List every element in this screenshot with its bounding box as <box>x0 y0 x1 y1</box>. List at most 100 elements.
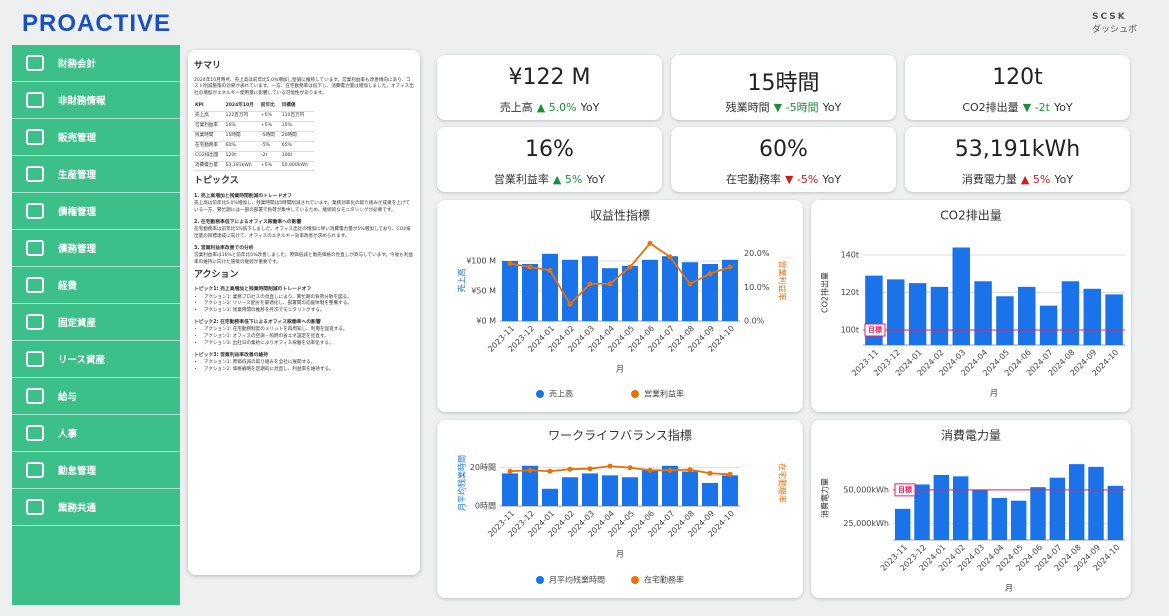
table-cell: 在宅勤務率 <box>194 141 225 152</box>
bar <box>642 469 658 506</box>
menu-item[interactable]: 勤怠管理 <box>12 452 180 489</box>
table-cell: 残業時間 <box>194 131 225 142</box>
line-point <box>647 467 653 473</box>
menu-label: 勤怠管理 <box>58 466 97 477</box>
table-cell: 20時間 <box>280 131 314 142</box>
line-point <box>707 470 713 476</box>
action-list: アクション1: 業務プロセスの見直しにより、繁忙期の負荷分散を図る。アクション2… <box>194 295 414 316</box>
table-header-cell: 目標値 <box>280 102 314 113</box>
bar <box>952 476 969 540</box>
kpi-card: ¥122 M 売上高 ▲ 5.0% YoY <box>437 55 662 120</box>
menu-icon <box>26 388 44 404</box>
menu-label: 業務共通 <box>58 503 97 514</box>
bar <box>542 253 558 321</box>
kpi-suffix: YoY <box>822 173 842 186</box>
menu-item[interactable]: 人事 <box>12 415 180 452</box>
bar <box>1018 286 1036 345</box>
bar <box>914 484 930 540</box>
chart-card: 消費電力量 25,000kWh 50,000kWh 消費電力量 2023-11 2023-… <box>811 420 1131 598</box>
y-axis-label: 月平均残業時間 <box>457 455 467 511</box>
bar <box>1105 294 1123 345</box>
table-cell: -5時間 <box>259 131 281 142</box>
menu-icon <box>26 462 44 478</box>
logo: PROACTIVE <box>22 10 172 37</box>
line-point <box>687 467 693 473</box>
target-badge <box>864 323 886 337</box>
line-point <box>667 467 673 473</box>
menu-item[interactable]: 業務共通 <box>12 489 180 526</box>
y2-tick-label: 20.0% <box>744 249 770 258</box>
legend-marker <box>631 390 639 398</box>
topic-text: 在宅勤務率は前年比5%低下しました。オフィス出社の増加に伴い消費電力量が5%増加… <box>194 227 411 239</box>
table-row: 営業利益率 16% +5% 15% <box>194 121 314 132</box>
legend-label: 月平均残業時間 <box>549 575 605 585</box>
kpi-value: ¥122 M <box>508 65 591 90</box>
bar <box>933 474 950 540</box>
line-point <box>667 254 673 260</box>
menu-label: 販売管理 <box>58 133 97 144</box>
menu-item[interactable]: 財務会計 <box>12 45 180 82</box>
menu-item[interactable]: 債権管理 <box>12 193 180 230</box>
bar <box>642 259 658 321</box>
table-cell: 50,000kWh <box>280 161 314 172</box>
menu-icon <box>26 277 44 293</box>
x-axis-label: 月 <box>1005 584 1013 593</box>
y-tick-label: 100t <box>841 326 859 335</box>
y2-tick-label: 10.0% <box>744 283 770 292</box>
topic-heading: 3. 営業利益率改善での分析 <box>194 245 254 251</box>
y-tick-label: 25,000kWh <box>843 519 889 528</box>
menu-icon <box>26 351 44 367</box>
line-point <box>567 466 573 472</box>
legend-label: 営業利益率 <box>644 389 684 399</box>
action-heading: トピック1: 売上高増加と残業時間削減のトレードオフ <box>194 287 312 293</box>
bar <box>972 489 988 540</box>
menu-item[interactable]: 債務管理 <box>12 230 180 267</box>
kpi-label: CO2排出量 ▼ -2t YoY <box>905 99 1130 115</box>
table-cell: 60% <box>224 141 260 152</box>
table-row: 売上高 122百万円 +5% 110百万円 <box>194 111 314 122</box>
bar <box>991 498 1008 540</box>
bar <box>887 279 905 345</box>
kpi-name: 残業時間 <box>725 101 770 114</box>
sidebar: 財務会計 非財務情報販売管理生産管理 債権管理 債務管理 経費 固定資産 リース資産給与人事… <box>12 45 180 605</box>
kpi-card: 15時間 残業時間 ▼ -5時間 YoY <box>671 55 896 120</box>
bar <box>1083 288 1101 345</box>
actions-title: アクション <box>194 269 239 280</box>
bar <box>952 247 970 345</box>
bar <box>1107 485 1124 540</box>
menu-item[interactable]: リース資産 <box>12 341 180 378</box>
table-header-cell: 前年比 <box>259 102 281 113</box>
table-row: 残業時間 15時間 -5時間 20時間 <box>194 131 314 142</box>
kpi-label: 在宅勤務率 ▼ -5% YoY <box>671 171 896 187</box>
menu-item[interactable]: 生産管理 <box>12 156 180 193</box>
chart-card: ワークライフバランス指標 0時間 20時間 月平均残業時間 在宅勤務率 2023-11 20… <box>437 420 803 598</box>
menu-label: 給与 <box>58 392 78 403</box>
menu-item[interactable]: 固定資産 <box>12 304 180 341</box>
menu-item[interactable]: 給与 <box>12 378 180 415</box>
legend-marker <box>631 576 639 584</box>
kpi-change: ▼ -5% <box>784 173 819 186</box>
bar <box>894 508 911 540</box>
chart-title: CO2排出量 <box>940 209 1001 223</box>
target-badge <box>894 483 916 497</box>
kpi-value: 60% <box>759 137 808 162</box>
topic-text: 売上高は前年比5.0%増加し、残業時間は5時間削減されています。業務効率化の取り… <box>194 201 411 213</box>
table-cell: 営業利益率 <box>194 121 225 132</box>
bar <box>974 281 992 345</box>
chart: 消費電力量25,000kWh50,000kWh消費電力量2023-112023-… <box>820 428 1125 593</box>
table-cell: +5% <box>259 111 281 122</box>
menu-icon <box>26 92 44 108</box>
kpi-value: 120t <box>992 65 1043 90</box>
kpi-suffix: YoY <box>1054 173 1074 186</box>
menu-icon <box>26 166 44 182</box>
kpi-label: 消費電力量 ▲ 5% YoY <box>905 171 1130 187</box>
summary-text: 2024年10月時点、売上高は前年比5.0%増加し堅調に推移しています。営業利益… <box>194 77 414 97</box>
menu-item[interactable]: 経費 <box>12 267 180 304</box>
bar <box>502 261 518 321</box>
kpi-change: ▲ 5% <box>1020 173 1051 186</box>
line-point <box>587 466 593 472</box>
menu-item[interactable]: 非財務情報 <box>12 82 180 119</box>
kpi-label: 営業利益率 ▲ 5% YoY <box>437 171 662 187</box>
menu-item[interactable]: 販売管理 <box>12 119 180 156</box>
bar <box>1068 464 1085 540</box>
